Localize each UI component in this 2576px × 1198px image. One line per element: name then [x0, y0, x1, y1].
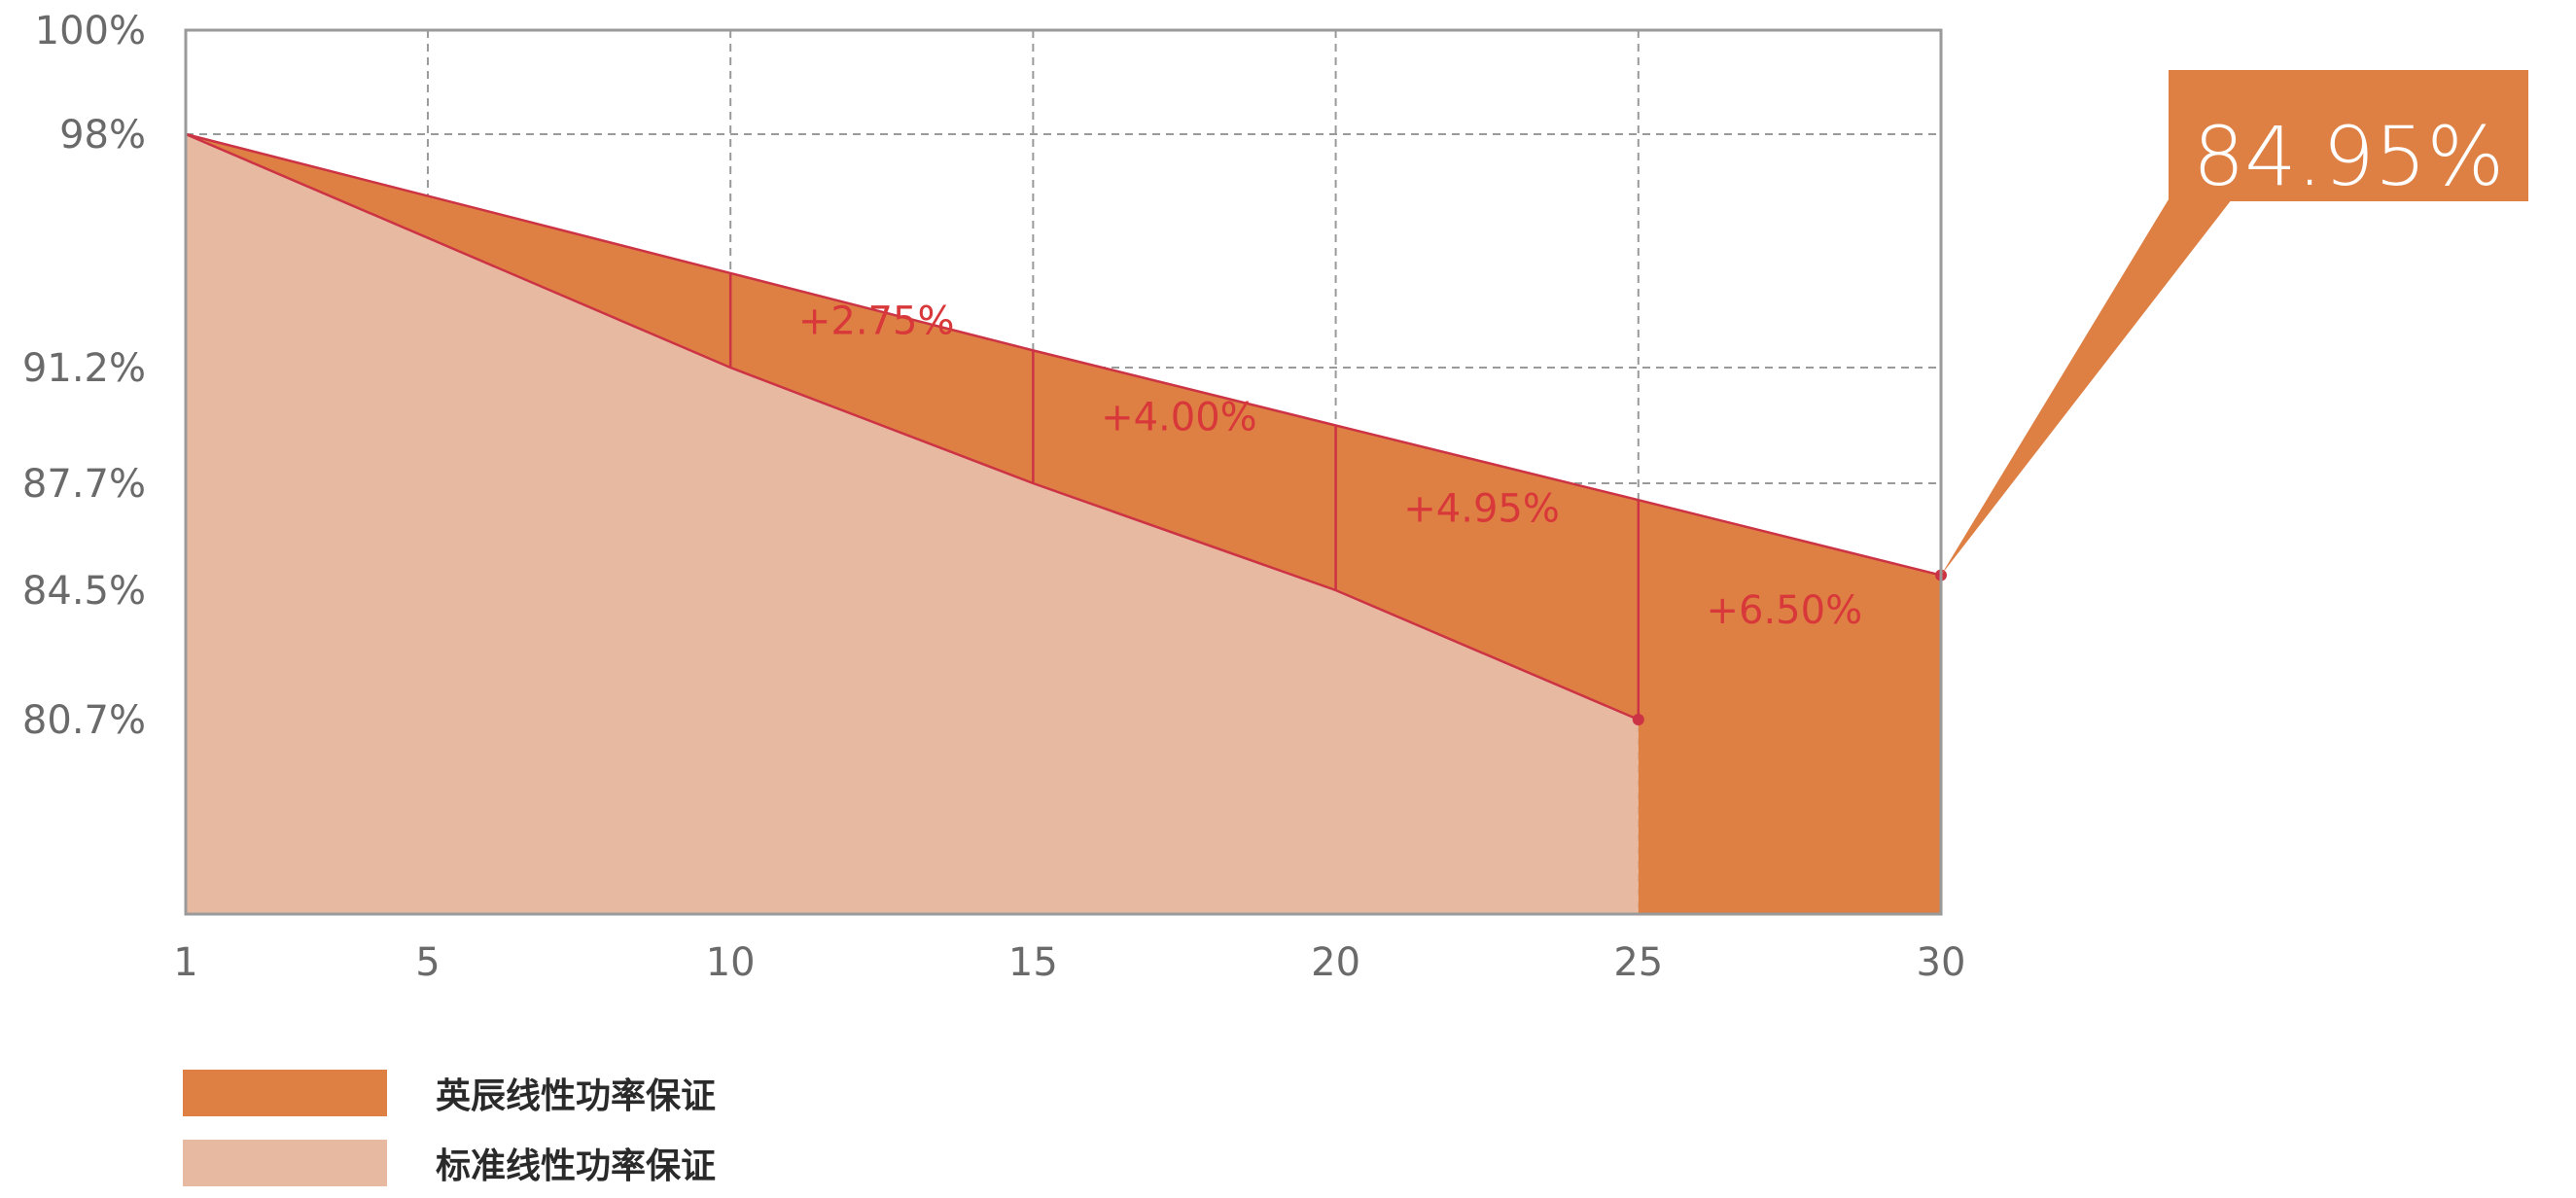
area-standard — [186, 134, 1639, 914]
area-yingchen — [186, 134, 1941, 914]
y-tick-label: 100% — [35, 9, 146, 53]
difference-label: +4.95% — [1403, 486, 1560, 531]
area-layer — [186, 134, 1941, 914]
y-tick-label: 91.2% — [22, 346, 146, 391]
callout-layer: 84.95% — [1941, 70, 2528, 576]
x-tick-label: 30 — [1917, 940, 1966, 985]
difference-label: +2.75% — [798, 299, 955, 343]
x-tick-label: 5 — [415, 940, 440, 985]
tick-layer: 100%98%91.2%87.7%84.5%80.7%1 5 10 15 20 25 30 — [22, 9, 1966, 985]
legend-label-yingchen: 英辰线性功率保证 — [436, 1076, 717, 1116]
difference-label: +4.00% — [1101, 396, 1257, 440]
callout-box — [2169, 70, 2528, 201]
point-standard-end — [1632, 714, 1644, 725]
legend-item-standard: 标准线性功率保证 — [183, 1128, 716, 1198]
y-tick-label: 84.5% — [22, 569, 146, 614]
legend-label-standard: 标准线性功率保证 — [436, 1146, 717, 1186]
legend-swatch-yingchen — [183, 1070, 387, 1116]
y-tick-label: 98% — [59, 113, 146, 158]
series-line-yingchen — [185, 132, 1942, 577]
chart: 100%98%91.2%87.7%84.5%80.7%1 5 10 15 20 25 30 … — [22, 9, 2528, 985]
x-tick-label: 25 — [1613, 940, 1663, 985]
line-layer — [185, 132, 1947, 725]
plot-frame — [184, 28, 1943, 916]
x-tick-label: 1 — [173, 940, 197, 985]
y-tick-label: 87.7% — [22, 462, 146, 507]
x-tick-label: 20 — [1311, 940, 1360, 985]
legend: 英辰线性功率保证 标准线性功率保证 — [183, 1058, 716, 1198]
callout-value: 84.95% — [2193, 109, 2504, 204]
legend-item-yingchen: 英辰线性功率保证 — [183, 1058, 716, 1128]
legend-swatch-standard — [183, 1140, 387, 1186]
callout-pointer — [1941, 199, 2232, 576]
y-tick-label: 80.7% — [22, 698, 146, 743]
annotation-layer: +2.75% +4.00% +4.95% +6.50% — [798, 299, 1862, 633]
x-tick-label: 15 — [1008, 940, 1058, 985]
x-tick-label: 10 — [706, 940, 756, 985]
difference-label: +6.50% — [1706, 588, 1862, 633]
